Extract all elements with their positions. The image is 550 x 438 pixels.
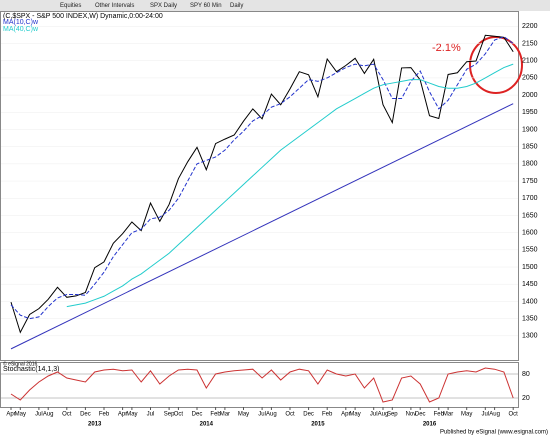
toolbar-item[interactable]: Other Intervals: [95, 3, 134, 9]
year-label: 2016: [423, 422, 437, 428]
y-tick-label: 1350: [522, 315, 538, 322]
stoch-title: Stochastic(14,1,3): [3, 366, 59, 373]
legend-entry: MA(40,C)w: [3, 26, 39, 33]
x-tick-label: Aug: [266, 412, 277, 418]
toolbar-item[interactable]: Equities: [60, 3, 81, 9]
y-tick-label: 1550: [522, 247, 538, 254]
x-tick-label: Dec: [415, 412, 426, 418]
y-tick-label: 20: [522, 395, 530, 402]
x-tick-label: Dec: [303, 412, 314, 418]
year-label: 2014: [200, 422, 214, 428]
x-tick-label: May: [126, 412, 137, 418]
y-tick-label: 1450: [522, 281, 538, 288]
x-tick-label: Sep: [164, 412, 175, 418]
price-frame: [0, 11, 519, 361]
x-tick-label: Aug: [43, 412, 54, 418]
y-tick-label: 1850: [522, 144, 538, 151]
series-line: [66, 63, 514, 308]
legend-entry: MA(10,C)w: [3, 19, 39, 26]
toolbar-item[interactable]: SPX Daily: [150, 3, 177, 9]
x-tick-label: Feb: [210, 412, 221, 418]
y-tick-label: 1950: [522, 109, 538, 116]
copyright: © eSignal 2016: [3, 360, 37, 367]
y-tick-label: 1900: [522, 126, 538, 133]
x-tick-label: Aug: [489, 412, 500, 418]
x-tick-label: Apr: [341, 412, 350, 418]
x-tick-label: May: [461, 412, 472, 418]
x-tick-label: Jul: [258, 412, 266, 418]
x-tick-label: May: [238, 412, 249, 418]
x-tick-label: Dec: [192, 412, 203, 418]
y-tick-label: 1700: [522, 195, 538, 202]
y-tick-label: 1500: [522, 264, 538, 271]
year-label: 2015: [311, 422, 325, 428]
y-tick-label: 1800: [522, 161, 538, 168]
y-tick-label: 2050: [522, 75, 538, 82]
x-tick-label: Feb: [322, 412, 333, 418]
x-tick-label: Sep: [387, 412, 398, 418]
x-tick-label: Aug: [378, 412, 389, 418]
x-tick-label: Apr: [6, 412, 15, 418]
stoch-frame: [0, 362, 519, 408]
y-tick-label: 2000: [522, 92, 538, 99]
toolbar: [0, 0, 550, 11]
year-label: 2013: [88, 422, 102, 428]
x-tick-label: Mar: [443, 412, 453, 418]
x-tick-label: Oct: [62, 412, 72, 418]
series-line: [10, 367, 514, 403]
x-tick-label: May: [15, 412, 26, 418]
chart-title: (C,$SPX - S&P 500 INDEX,W) Dynamic,0:00-…: [3, 13, 163, 20]
series-line: [10, 36, 514, 320]
y-tick-label: 80: [522, 371, 530, 378]
x-tick-label: Dec: [80, 412, 91, 418]
x-tick-label: Jul: [481, 412, 489, 418]
x-tick-label: Apr: [118, 412, 127, 418]
x-tick-label: Nov: [406, 412, 417, 418]
x-tick-label: Jul: [35, 412, 43, 418]
x-tick-label: Jul: [370, 412, 378, 418]
highlight-circle: [469, 36, 523, 94]
x-tick-label: Feb: [434, 412, 445, 418]
y-tick-label: 1650: [522, 212, 538, 219]
series-line: [10, 34, 514, 334]
y-tick-label: 1400: [522, 298, 538, 305]
x-tick-label: Jul: [147, 412, 155, 418]
footer: Published by eSignal (www.esignal.com): [440, 430, 548, 436]
y-tick-label: 1300: [522, 333, 538, 340]
x-tick-label: Oct: [509, 412, 519, 418]
annotation: -2.1%: [432, 42, 461, 54]
y-tick-label: 1750: [522, 178, 538, 185]
x-tick-label: Feb: [99, 412, 110, 418]
toolbar-item[interactable]: Daily: [230, 3, 243, 9]
y-tick-label: 2100: [522, 58, 538, 65]
x-tick-label: Oct: [285, 412, 295, 418]
y-tick-label: 2200: [522, 23, 538, 30]
trendline: [10, 103, 514, 350]
x-tick-label: Mar: [220, 412, 230, 418]
toolbar-item[interactable]: SPY 60 Min: [190, 3, 222, 9]
y-tick-label: 2150: [522, 40, 538, 47]
x-tick-label: Oct: [174, 412, 184, 418]
x-tick-label: May: [349, 412, 360, 418]
y-tick-label: 1600: [522, 229, 538, 236]
